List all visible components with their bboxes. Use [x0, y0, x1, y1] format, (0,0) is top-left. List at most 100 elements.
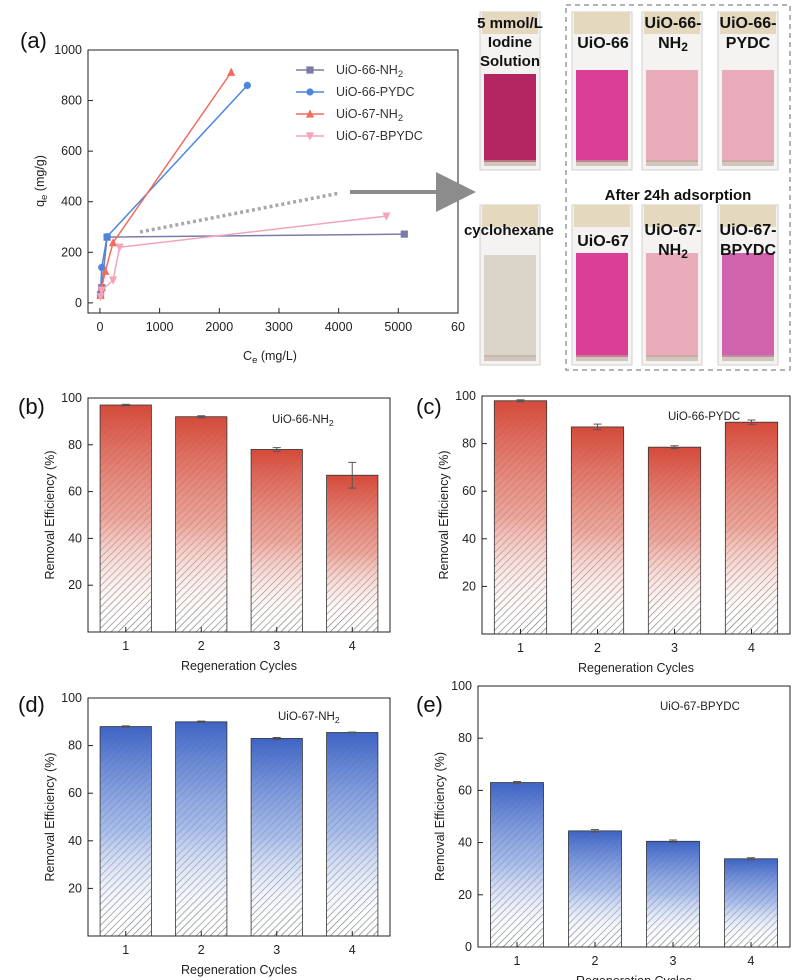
bar [250, 738, 303, 937]
series-line [99, 215, 387, 297]
vial-base [576, 160, 628, 166]
y-tick-label: 60 [68, 485, 82, 499]
bar [250, 449, 303, 633]
legend-marker [305, 109, 315, 118]
cyclohexane-label: cyclohexane [464, 222, 554, 239]
vial-label-top: UiO-66- [645, 15, 702, 32]
vial-uio66 [571, 11, 633, 171]
y-tick-label: 80 [458, 731, 472, 745]
bar [326, 732, 379, 937]
x-axis-title: Regeneration Cycles [576, 974, 692, 980]
chart-title: UiO-66-PYDC [668, 411, 740, 423]
data-point [382, 212, 391, 221]
series-line [99, 233, 405, 296]
bar [724, 858, 778, 948]
x-axis-title: Regeneration Cycles [578, 661, 694, 675]
vial-base [576, 355, 628, 361]
vial-liquid [722, 253, 774, 357]
y-tick-label: 40 [68, 834, 82, 848]
bar-chart-e: 0 20 40 60 80 100 1 2 3 4 Regeneration Cycles Remov… [433, 679, 791, 980]
plot-frame [477, 685, 791, 948]
bar-chart-c: 20 40 60 80 100 1 2 3 4 Regeneration Cycles Remova… [437, 389, 791, 675]
y-tick-label: 800 [61, 94, 82, 108]
vial-liquid [646, 70, 698, 162]
y-tick-label: 80 [462, 437, 476, 451]
panel-label-c: (c) [416, 394, 442, 419]
vial-base [646, 160, 698, 166]
x-tick-label: 4 [349, 639, 356, 653]
isotherm-chart: 0 1000 2000 3000 4000 5000 6002004006008001000… [33, 43, 465, 366]
y-tick-label: 60 [68, 786, 82, 800]
vial-cap [644, 205, 700, 227]
x-tick-label: 5000 [384, 320, 412, 334]
data-point [96, 292, 105, 302]
x-axis-title: Regeneration Cycles [181, 659, 297, 673]
y-tick-label: 1000 [54, 43, 82, 57]
plot-frame [87, 397, 391, 633]
vial-label-bottom: NH2 [658, 242, 688, 261]
vial-uio66-nh2 [641, 11, 703, 171]
isotherm-series [96, 67, 408, 302]
iodine-label-line: 5 mmol/L [477, 15, 543, 32]
x-tick-label: 3 [670, 954, 677, 968]
chart-title: UiO-66-NH2 [272, 414, 334, 428]
y-axis-title: Removal Efficiency (%) [437, 451, 451, 580]
vial-base [484, 160, 536, 166]
photo-labels: 5 mmol/L Iodine Solution cyclohexane After 2… [464, 15, 776, 261]
vial-liquid [576, 70, 628, 162]
y-tick-label: 100 [61, 391, 82, 405]
bar [724, 421, 779, 635]
vial-uio67 [571, 204, 633, 366]
y-axis-title: qe (mg/g) [33, 155, 50, 207]
series-line [99, 84, 248, 293]
y-axis-title: Removal Efficiency (%) [433, 752, 447, 881]
y-tick-label: 60 [458, 783, 472, 797]
vial-base [484, 355, 536, 361]
vial-cyclohexane [479, 204, 541, 366]
legend-entry: UiO-66-PYDC [336, 85, 415, 99]
data-point [115, 243, 124, 252]
bar [570, 426, 625, 635]
vial-liquid [722, 70, 774, 162]
y-tick-label: 40 [458, 836, 472, 850]
y-tick-label: 40 [68, 531, 82, 545]
x-tick-label: 2 [198, 943, 205, 957]
data-point [227, 67, 236, 76]
x-tick-label: 3000 [265, 320, 293, 334]
vial-liquid [646, 253, 698, 357]
vials [479, 11, 779, 366]
y-tick-label: 80 [68, 438, 82, 452]
x-tick-label: 1000 [146, 320, 174, 334]
vial-liquid [484, 74, 536, 162]
dashed-box [565, 4, 791, 371]
bar [490, 782, 544, 948]
x-tick-label: 1 [517, 641, 524, 655]
chart-title: UiO-67-BPYDC [660, 701, 740, 713]
vial-iodine [479, 11, 541, 171]
vial-label-bottom: UiO-67- [645, 222, 702, 239]
vial-cap [720, 12, 776, 34]
data-point [98, 263, 106, 272]
vial-cap [574, 205, 630, 227]
x-tick-label: 1 [122, 639, 129, 653]
vial-uio67-bpydc [717, 204, 779, 366]
data-point [108, 238, 118, 247]
bar [493, 400, 548, 635]
x-tick-label: 3 [273, 639, 280, 653]
vial-liquid [576, 253, 628, 357]
x-tick-label: 60 [451, 320, 465, 334]
plot-frame [87, 697, 391, 937]
dotted-arrow [139, 191, 341, 234]
x-tick-label: 4 [748, 954, 755, 968]
vial-uio67-nh2 [641, 204, 703, 366]
x-tick-label: 0 [96, 320, 103, 334]
vial-base [722, 355, 774, 361]
y-tick-label: 200 [61, 245, 82, 259]
x-tick-label: 4 [349, 943, 356, 957]
x-tick-label: 4 [748, 641, 755, 655]
bar [647, 446, 702, 635]
panel-label-b: (b) [18, 394, 45, 419]
legend: UiO-66-NH2 UiO-66-PYDC UiO-67-NH2 UiO-67-BP… [296, 63, 423, 143]
